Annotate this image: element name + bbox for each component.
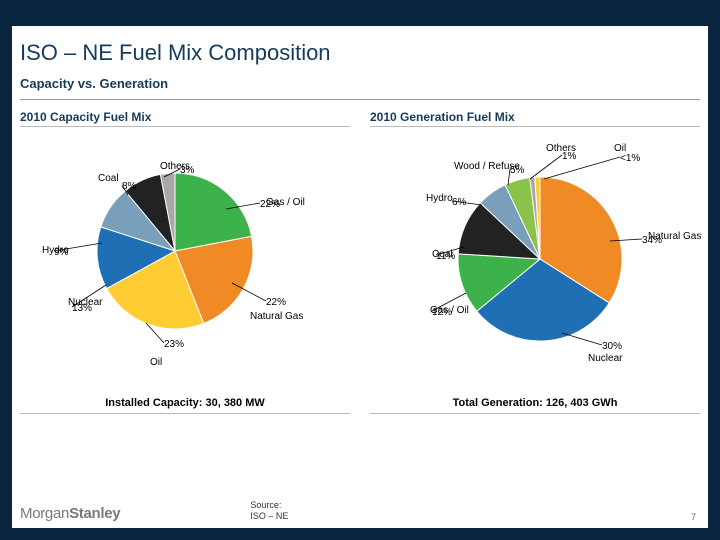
charts-row: 2010 Capacity Fuel Mix Gas / Oil22%Natur… bbox=[12, 100, 708, 414]
slice-label: Coal bbox=[98, 173, 119, 184]
generation-chart-title: 2010 Generation Fuel Mix bbox=[370, 106, 700, 126]
source-line2: ISO – NE bbox=[250, 511, 288, 522]
slice-percent: 3% bbox=[180, 165, 194, 176]
slice-label: Nuclear bbox=[588, 353, 622, 364]
brand-logo: MorganStanley bbox=[20, 505, 120, 522]
capacity-chart-divider bbox=[20, 126, 350, 127]
slice-percent: 22% bbox=[266, 297, 286, 308]
slice-percent: 13% bbox=[72, 303, 92, 314]
slice-percent: 22% bbox=[260, 199, 280, 210]
slice-percent: 30% bbox=[602, 341, 622, 352]
leader-line bbox=[562, 333, 602, 345]
capacity-chart-title: 2010 Capacity Fuel Mix bbox=[20, 106, 350, 126]
slice-percent: 1% bbox=[562, 151, 576, 162]
source-block: Source: ISO – NE bbox=[250, 500, 288, 522]
page-title: ISO – NE Fuel Mix Composition bbox=[12, 26, 708, 66]
capacity-caption: Installed Capacity: 30, 380 MW bbox=[20, 393, 350, 411]
generation-chart-divider bbox=[370, 126, 700, 127]
generation-caption-divider bbox=[370, 413, 700, 414]
slice-percent: <1% bbox=[620, 153, 640, 164]
capacity-chart-column: 2010 Capacity Fuel Mix Gas / Oil22%Natur… bbox=[20, 106, 350, 414]
generation-chart-column: 2010 Generation Fuel Mix Natural Gas34%N… bbox=[370, 106, 700, 414]
brand-part2: Stanley bbox=[69, 505, 120, 522]
pie-svg bbox=[370, 133, 700, 393]
generation-pie-chart: Natural Gas34%Nuclear30%Gas / Oil12%Coal… bbox=[370, 133, 700, 393]
footer: MorganStanley Source: ISO – NE 7 bbox=[20, 500, 700, 522]
capacity-pie-chart: Gas / Oil22%Natural Gas22%Oil23%Nuclear1… bbox=[20, 133, 350, 393]
slice-label: Hydro bbox=[426, 193, 453, 204]
content-panel: ISO – NE Fuel Mix Composition Capacity v… bbox=[12, 26, 708, 528]
slice-percent: 8% bbox=[122, 181, 136, 192]
slice-label: Oil bbox=[150, 357, 162, 368]
source-line1: Source: bbox=[250, 500, 288, 511]
capacity-caption-divider bbox=[20, 413, 350, 414]
page-subtitle: Capacity vs. Generation bbox=[12, 66, 708, 95]
brand-part1: Morgan bbox=[20, 505, 69, 522]
slice-label: Natural Gas bbox=[250, 311, 303, 322]
generation-caption: Total Generation: 126, 403 GWh bbox=[370, 393, 700, 411]
slice-percent: 11% bbox=[436, 251, 455, 262]
slice-percent: 23% bbox=[164, 339, 184, 350]
slice-percent: 6% bbox=[452, 197, 466, 208]
slice-percent: 12% bbox=[432, 307, 452, 318]
slice-percent: 5% bbox=[510, 165, 524, 176]
slice-percent: 9% bbox=[54, 247, 68, 258]
page-number: 7 bbox=[691, 512, 696, 522]
slice-percent: 34% bbox=[642, 235, 662, 246]
